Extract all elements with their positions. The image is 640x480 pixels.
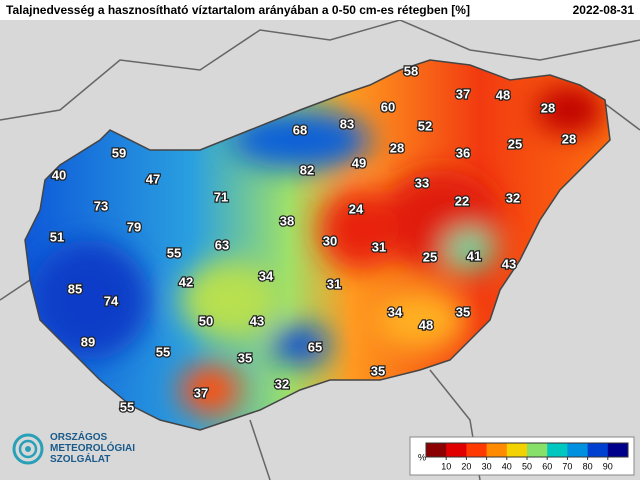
station-value: 65	[308, 339, 322, 354]
station-value: 22	[455, 193, 469, 208]
logo-line: SZOLGÁLAT	[50, 452, 110, 465]
station-value: 73	[94, 198, 108, 213]
legend-swatch	[506, 443, 528, 457]
logo-line: ORSZÁGOS	[50, 430, 108, 443]
station-value: 34	[388, 304, 403, 319]
legend: % 10 20 30 40 50 60 70 80 90	[409, 436, 635, 476]
station-value: 37	[456, 86, 470, 101]
station-value: 32	[275, 376, 289, 391]
station-value: 48	[496, 87, 510, 102]
logo: ORSZÁGOS METEOROLÓGIAI SZOLGÁLAT	[12, 430, 135, 465]
legend-swatch	[486, 443, 508, 457]
station-value: 89	[81, 334, 95, 349]
station-value: 33	[415, 175, 429, 190]
borders	[0, 19, 640, 480]
map-date: 2022-08-31	[573, 3, 635, 17]
legend-tick-label: 90	[603, 461, 613, 471]
station-value: 36	[456, 145, 470, 160]
station-value: 37	[194, 385, 208, 400]
station-value: 43	[250, 313, 264, 328]
legend-tick-label: 50	[522, 461, 532, 471]
legend-swatch	[527, 443, 548, 457]
station-value: 31	[372, 239, 386, 254]
station-value: 71	[214, 189, 228, 204]
station-value: 52	[418, 118, 432, 133]
moisture-field	[25, 60, 610, 430]
station-value: 40	[52, 167, 66, 182]
station-value: 35	[371, 363, 385, 378]
legend-swatch	[587, 443, 609, 457]
station-value: 50	[199, 313, 213, 328]
station-value: 55	[156, 344, 170, 359]
legend-tick-label: 40	[502, 461, 512, 471]
legend-tick-label: 60	[542, 461, 552, 471]
legend-unit: %	[418, 452, 426, 462]
station-value: 74	[104, 293, 119, 308]
station-value: 28	[562, 131, 576, 146]
station-value: 59	[112, 145, 126, 160]
legend-tick-label: 80	[583, 461, 593, 471]
station-value: 79	[127, 219, 141, 234]
station-value: 47	[146, 171, 160, 186]
station-value: 51	[50, 229, 64, 244]
station-value: 31	[327, 276, 341, 291]
station-value: 25	[423, 249, 437, 264]
legend-tick-label: 70	[562, 461, 572, 471]
legend-tick-label: 30	[482, 461, 492, 471]
station-value: 48	[419, 317, 433, 332]
station-value: 55	[120, 399, 134, 414]
legend-swatch	[426, 443, 447, 457]
legend-swatch	[466, 443, 488, 457]
station-value: 28	[390, 140, 404, 155]
station-value: 35	[456, 304, 470, 319]
station-value: 55	[167, 245, 181, 260]
station-value: 30	[323, 233, 337, 248]
map-title: Talajnedvesség a hasznosítható víztartal…	[6, 3, 470, 17]
station-value: 38	[280, 213, 294, 228]
legend-swatch	[567, 443, 589, 457]
station-value: 68	[293, 122, 307, 137]
station-value: 25	[508, 136, 522, 151]
station-value: 60	[381, 99, 395, 114]
logo-line: METEOROLÓGIAI	[50, 441, 135, 454]
legend-tick-label: 20	[461, 461, 471, 471]
station-value: 83	[340, 116, 354, 131]
station-value: 24	[349, 201, 364, 216]
station-value: 28	[541, 100, 555, 115]
station-value: 85	[68, 281, 82, 296]
station-value: 58	[404, 63, 418, 78]
station-value: 63	[215, 237, 229, 252]
legend-swatch	[607, 443, 629, 457]
station-value: 82	[300, 162, 314, 177]
station-value: 32	[506, 190, 520, 205]
station-value: 41	[467, 248, 481, 263]
legend-tick-label: 10	[441, 461, 451, 471]
title-bar	[0, 0, 640, 20]
station-value: 49	[352, 155, 366, 170]
station-labels: 58 37 48 28 60 83 68 52 25 28 59 28 36 40 47 82 49 33 73 71…	[49, 62, 578, 416]
station-value: 34	[259, 268, 274, 283]
legend-swatch	[446, 443, 467, 457]
station-value: 42	[179, 274, 193, 289]
station-value: 35	[238, 350, 252, 365]
station-value: 43	[502, 256, 516, 271]
legend-swatch	[547, 443, 568, 457]
